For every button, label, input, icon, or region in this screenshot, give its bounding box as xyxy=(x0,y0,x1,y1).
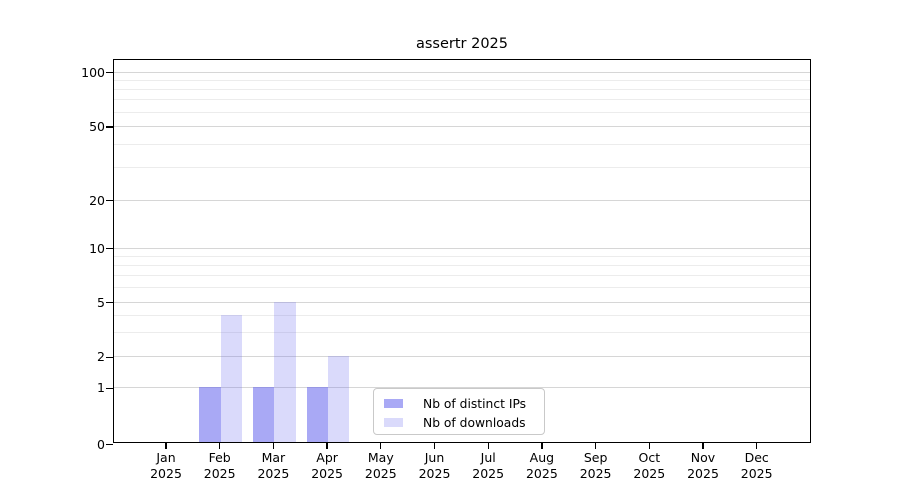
y-tick-mark xyxy=(106,199,113,202)
x-tick-mark xyxy=(380,443,382,449)
year-label: 2025 xyxy=(472,465,505,481)
x-tick-label-sep: Sep 2025 xyxy=(564,450,628,481)
x-tick-label-jul: Jul 2025 xyxy=(456,450,520,481)
month-label: Jul xyxy=(480,450,496,465)
year-label: 2025 xyxy=(311,465,343,481)
x-tick-mark xyxy=(326,443,328,449)
x-tick-mark xyxy=(648,443,650,449)
minor-gridline xyxy=(114,111,810,113)
month-label: Jun xyxy=(424,450,445,465)
major-gridline xyxy=(114,387,810,389)
month-label: Oct xyxy=(638,450,661,465)
major-gridline xyxy=(114,125,810,127)
month-label: Feb xyxy=(208,450,231,465)
month-label: Apr xyxy=(316,450,338,465)
year-label: 2025 xyxy=(364,465,397,481)
x-tick-label-jun: Jun 2025 xyxy=(403,450,467,481)
y-tick-label: 0 xyxy=(97,436,105,452)
month-label: May xyxy=(367,450,394,465)
year-label: 2025 xyxy=(150,465,182,481)
month-label: Jan xyxy=(156,450,176,465)
x-tick-mark xyxy=(702,443,704,449)
x-tick-mark xyxy=(165,443,167,449)
legend: Nb of distinct IPs Nb of downloads xyxy=(373,388,545,435)
year-label: 2025 xyxy=(687,465,719,481)
bar-feb-distinct-ips xyxy=(199,387,221,442)
y-tick-mark xyxy=(106,71,113,74)
y-tick-mark xyxy=(106,126,113,128)
x-tick-mark xyxy=(541,443,543,449)
y-tick-label: 2 xyxy=(97,349,105,365)
year-label: 2025 xyxy=(579,465,612,481)
legend-label: Nb of distinct IPs xyxy=(423,396,527,411)
y-tick-mark xyxy=(106,247,113,250)
major-gridline xyxy=(114,301,810,303)
x-tick-mark xyxy=(594,443,597,449)
plot-area: Nb of distinct IPs Nb of downloads xyxy=(113,59,811,443)
major-gridline xyxy=(114,247,810,249)
y-tick-mark xyxy=(106,301,113,304)
bar-mar-downloads xyxy=(274,301,296,442)
legend-swatch xyxy=(384,417,403,428)
minor-gridline xyxy=(114,255,810,257)
bar-mar-distinct-ips xyxy=(253,387,275,442)
month-label: Sep xyxy=(583,450,608,465)
year-label: 2025 xyxy=(525,465,558,481)
minor-gridline xyxy=(114,287,810,289)
minor-gridline xyxy=(114,99,810,101)
year-label: 2025 xyxy=(633,465,666,481)
legend-row: Nb of distinct IPs xyxy=(374,394,544,413)
year-label: 2025 xyxy=(418,465,451,481)
y-tick-mark xyxy=(106,387,113,389)
legend-row: Nb of downloads xyxy=(374,413,544,432)
y-tick-label: 10 xyxy=(89,240,105,256)
y-tick-label: 50 xyxy=(89,118,105,134)
minor-gridline xyxy=(114,264,810,266)
x-tick-label-apr: Apr 2025 xyxy=(295,450,359,481)
x-tick-label-dec: Dec 2025 xyxy=(725,450,789,481)
minor-gridline xyxy=(114,331,810,333)
x-tick-label-may: May 2025 xyxy=(349,450,413,481)
bar-feb-downloads xyxy=(220,314,242,442)
bar-apr-downloads xyxy=(328,356,350,442)
y-tick-label: 100 xyxy=(81,64,105,80)
year-label: 2025 xyxy=(257,465,290,481)
minor-gridline xyxy=(114,275,810,277)
major-gridline xyxy=(114,199,810,201)
x-tick-mark xyxy=(219,443,221,449)
x-tick-label-aug: Aug 2025 xyxy=(510,450,574,481)
x-tick-label-mar: Mar 2025 xyxy=(241,450,305,481)
x-tick-mark xyxy=(756,443,758,449)
bar-apr-distinct-ips xyxy=(306,387,329,442)
y-tick-mark xyxy=(106,356,113,358)
x-tick-mark xyxy=(433,443,436,449)
x-tick-mark xyxy=(487,443,489,449)
month-label: Dec xyxy=(744,450,769,465)
month-label: Nov xyxy=(690,450,716,465)
x-tick-mark xyxy=(272,443,275,449)
major-gridline xyxy=(114,356,810,358)
x-tick-label-feb: Feb 2025 xyxy=(188,450,252,481)
legend-label: Nb of downloads xyxy=(423,415,526,430)
y-tick-label: 5 xyxy=(97,294,105,310)
x-tick-label-nov: Nov 2025 xyxy=(671,450,735,481)
legend-swatch xyxy=(384,398,403,409)
y-tick-label: 1 xyxy=(97,380,105,396)
minor-gridline xyxy=(114,79,810,81)
year-label: 2025 xyxy=(740,465,773,481)
x-tick-label-oct: Oct 2025 xyxy=(617,450,681,481)
minor-gridline xyxy=(114,314,810,316)
chart-title: assertr 2025 xyxy=(415,36,509,52)
major-gridline xyxy=(114,71,810,73)
minor-gridline xyxy=(114,88,810,90)
minor-gridline xyxy=(114,166,810,168)
month-label: Aug xyxy=(529,450,555,465)
y-tick-mark xyxy=(106,443,113,446)
year-label: 2025 xyxy=(203,465,236,481)
x-tick-label-jan: Jan 2025 xyxy=(134,450,198,481)
y-tick-label: 20 xyxy=(89,192,105,208)
minor-gridline xyxy=(114,143,810,145)
month-label: Mar xyxy=(261,450,286,465)
